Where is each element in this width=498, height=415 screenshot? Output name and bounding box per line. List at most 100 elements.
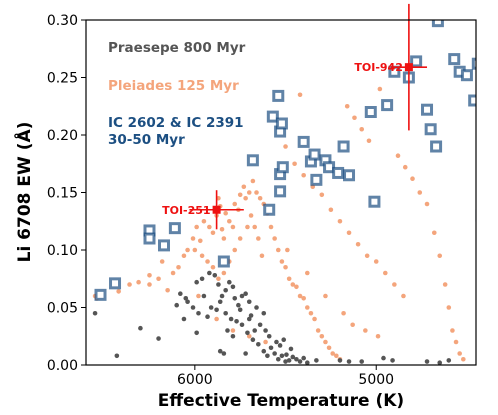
data-point-pleiades — [227, 218, 232, 224]
data-point-praesepe — [234, 319, 239, 324]
data-point-praesepe — [437, 360, 443, 365]
data-point-praesepe — [286, 358, 292, 363]
data-point-praesepe — [314, 358, 319, 363]
data-point-praesepe — [207, 270, 212, 276]
data-point-ic2602 — [158, 239, 170, 252]
x-axis-label: Effective Temperature (K) — [158, 391, 404, 411]
data-point-praesepe — [245, 330, 250, 336]
data-point-praesepe — [337, 358, 343, 363]
data-point-pleiades — [170, 270, 176, 276]
data-point-pleiades — [192, 247, 198, 253]
data-point-pleiades — [250, 178, 256, 184]
data-point-pleiades — [292, 161, 297, 167]
data-point-praesepe — [183, 296, 189, 301]
data-point-ic2602 — [109, 277, 122, 290]
data-point-praesepe — [239, 322, 245, 328]
data-point-pleiades — [301, 296, 306, 301]
data-point-ic2602 — [410, 55, 423, 68]
data-point-praesepe — [114, 353, 120, 359]
data-point-praesepe — [275, 356, 281, 362]
data-point-pleiades — [392, 282, 397, 287]
data-point-pleiades — [185, 247, 190, 253]
data-point-pleiades — [328, 207, 334, 213]
data-point-pleiades — [268, 224, 274, 230]
data-point-praesepe — [185, 299, 190, 305]
data-point-pleiades — [207, 224, 212, 230]
data-point-praesepe — [194, 330, 199, 336]
legend-pleiades: Pleiades 125 Myr — [108, 78, 239, 94]
data-point-praesepe — [156, 336, 161, 341]
data-point-pleiades — [294, 284, 299, 290]
data-point-pleiades — [147, 273, 152, 278]
data-point-pleiades — [364, 253, 370, 259]
data-point-pleiades — [377, 86, 383, 92]
data-point-pleiades — [359, 126, 365, 132]
data-point-pleiades — [383, 270, 388, 276]
data-point-praesepe — [174, 302, 179, 308]
data-point-praesepe — [248, 313, 254, 318]
data-point-pleiades — [190, 236, 196, 241]
data-point-pleiades — [319, 192, 325, 198]
data-point-pleiades — [241, 184, 247, 190]
data-point-ic2602 — [275, 117, 288, 130]
data-point-pleiades — [375, 333, 381, 339]
data-point-pleiades — [366, 138, 372, 144]
data-point-praesepe — [250, 337, 256, 343]
data-point-pleiades — [446, 305, 452, 310]
data-point-praesepe — [228, 316, 234, 322]
data-point-pleiades — [272, 236, 277, 241]
data-point-pleiades — [301, 172, 306, 178]
data-point-pleiades — [297, 293, 303, 299]
data-point-praesepe — [223, 287, 228, 293]
data-point-ic2602 — [308, 148, 321, 161]
data-point-praesepe — [239, 293, 245, 299]
data-point-pleiades — [363, 328, 368, 333]
y-tick-label: 0.00 — [47, 358, 78, 374]
data-point-pleiades — [176, 264, 181, 270]
data-point-praesepe — [266, 333, 272, 339]
data-point-praesepe — [181, 316, 187, 322]
data-point-pleiades — [315, 328, 321, 333]
data-point-pleiades — [199, 253, 205, 259]
data-point-pleiades — [210, 230, 216, 236]
data-point-pleiades — [283, 264, 288, 270]
data-point-praesepe — [216, 282, 221, 287]
x-tick-label: 5000 — [358, 372, 394, 388]
data-point-praesepe — [254, 305, 259, 310]
data-point-pleiades — [305, 270, 310, 276]
data-point-ic2602 — [368, 195, 381, 208]
y-tick-label: 0.15 — [47, 186, 78, 202]
data-point-pleiades — [252, 224, 257, 230]
data-point-praesepe — [305, 360, 310, 365]
data-point-pleiades — [232, 201, 238, 207]
legend-praesepe: Praesepe 800 Myr — [108, 40, 246, 56]
data-point-praesepe — [243, 351, 248, 356]
data-point-praesepe — [257, 322, 263, 328]
data-point-pleiades — [457, 351, 462, 356]
annotation-toi-251: TOI-251 — [162, 204, 210, 217]
data-point-praesepe — [297, 359, 303, 364]
toi-point-toi-942 — [404, 63, 413, 72]
data-point-praesepe — [214, 307, 219, 313]
data-point-ic2602 — [310, 173, 323, 186]
data-point-pleiades — [285, 247, 290, 253]
data-point-ic2602 — [364, 106, 377, 118]
y-axis-label: Li 6708 EW (Å) — [12, 122, 35, 263]
legend-ic2602: IC 2602 & IC 2391 — [108, 115, 244, 131]
data-point-pleiades — [127, 282, 132, 287]
data-point-pleiades — [194, 224, 199, 230]
data-point-praesepe — [236, 302, 241, 308]
data-point-praesepe — [277, 343, 283, 348]
data-point-pleiades — [245, 224, 250, 230]
data-point-pleiades — [196, 293, 201, 299]
data-point-pleiades — [243, 195, 248, 201]
annotation-toi-942: TOI-942 — [354, 61, 402, 74]
data-point-pleiades — [221, 270, 227, 276]
data-point-praesepe — [424, 359, 430, 364]
data-point-praesepe — [138, 325, 143, 331]
data-point-pleiades — [223, 210, 228, 216]
data-point-pleiades — [136, 279, 141, 285]
data-point-praesepe — [381, 355, 386, 361]
data-point-pleiades — [323, 293, 328, 299]
data-point-pleiades — [232, 247, 238, 253]
